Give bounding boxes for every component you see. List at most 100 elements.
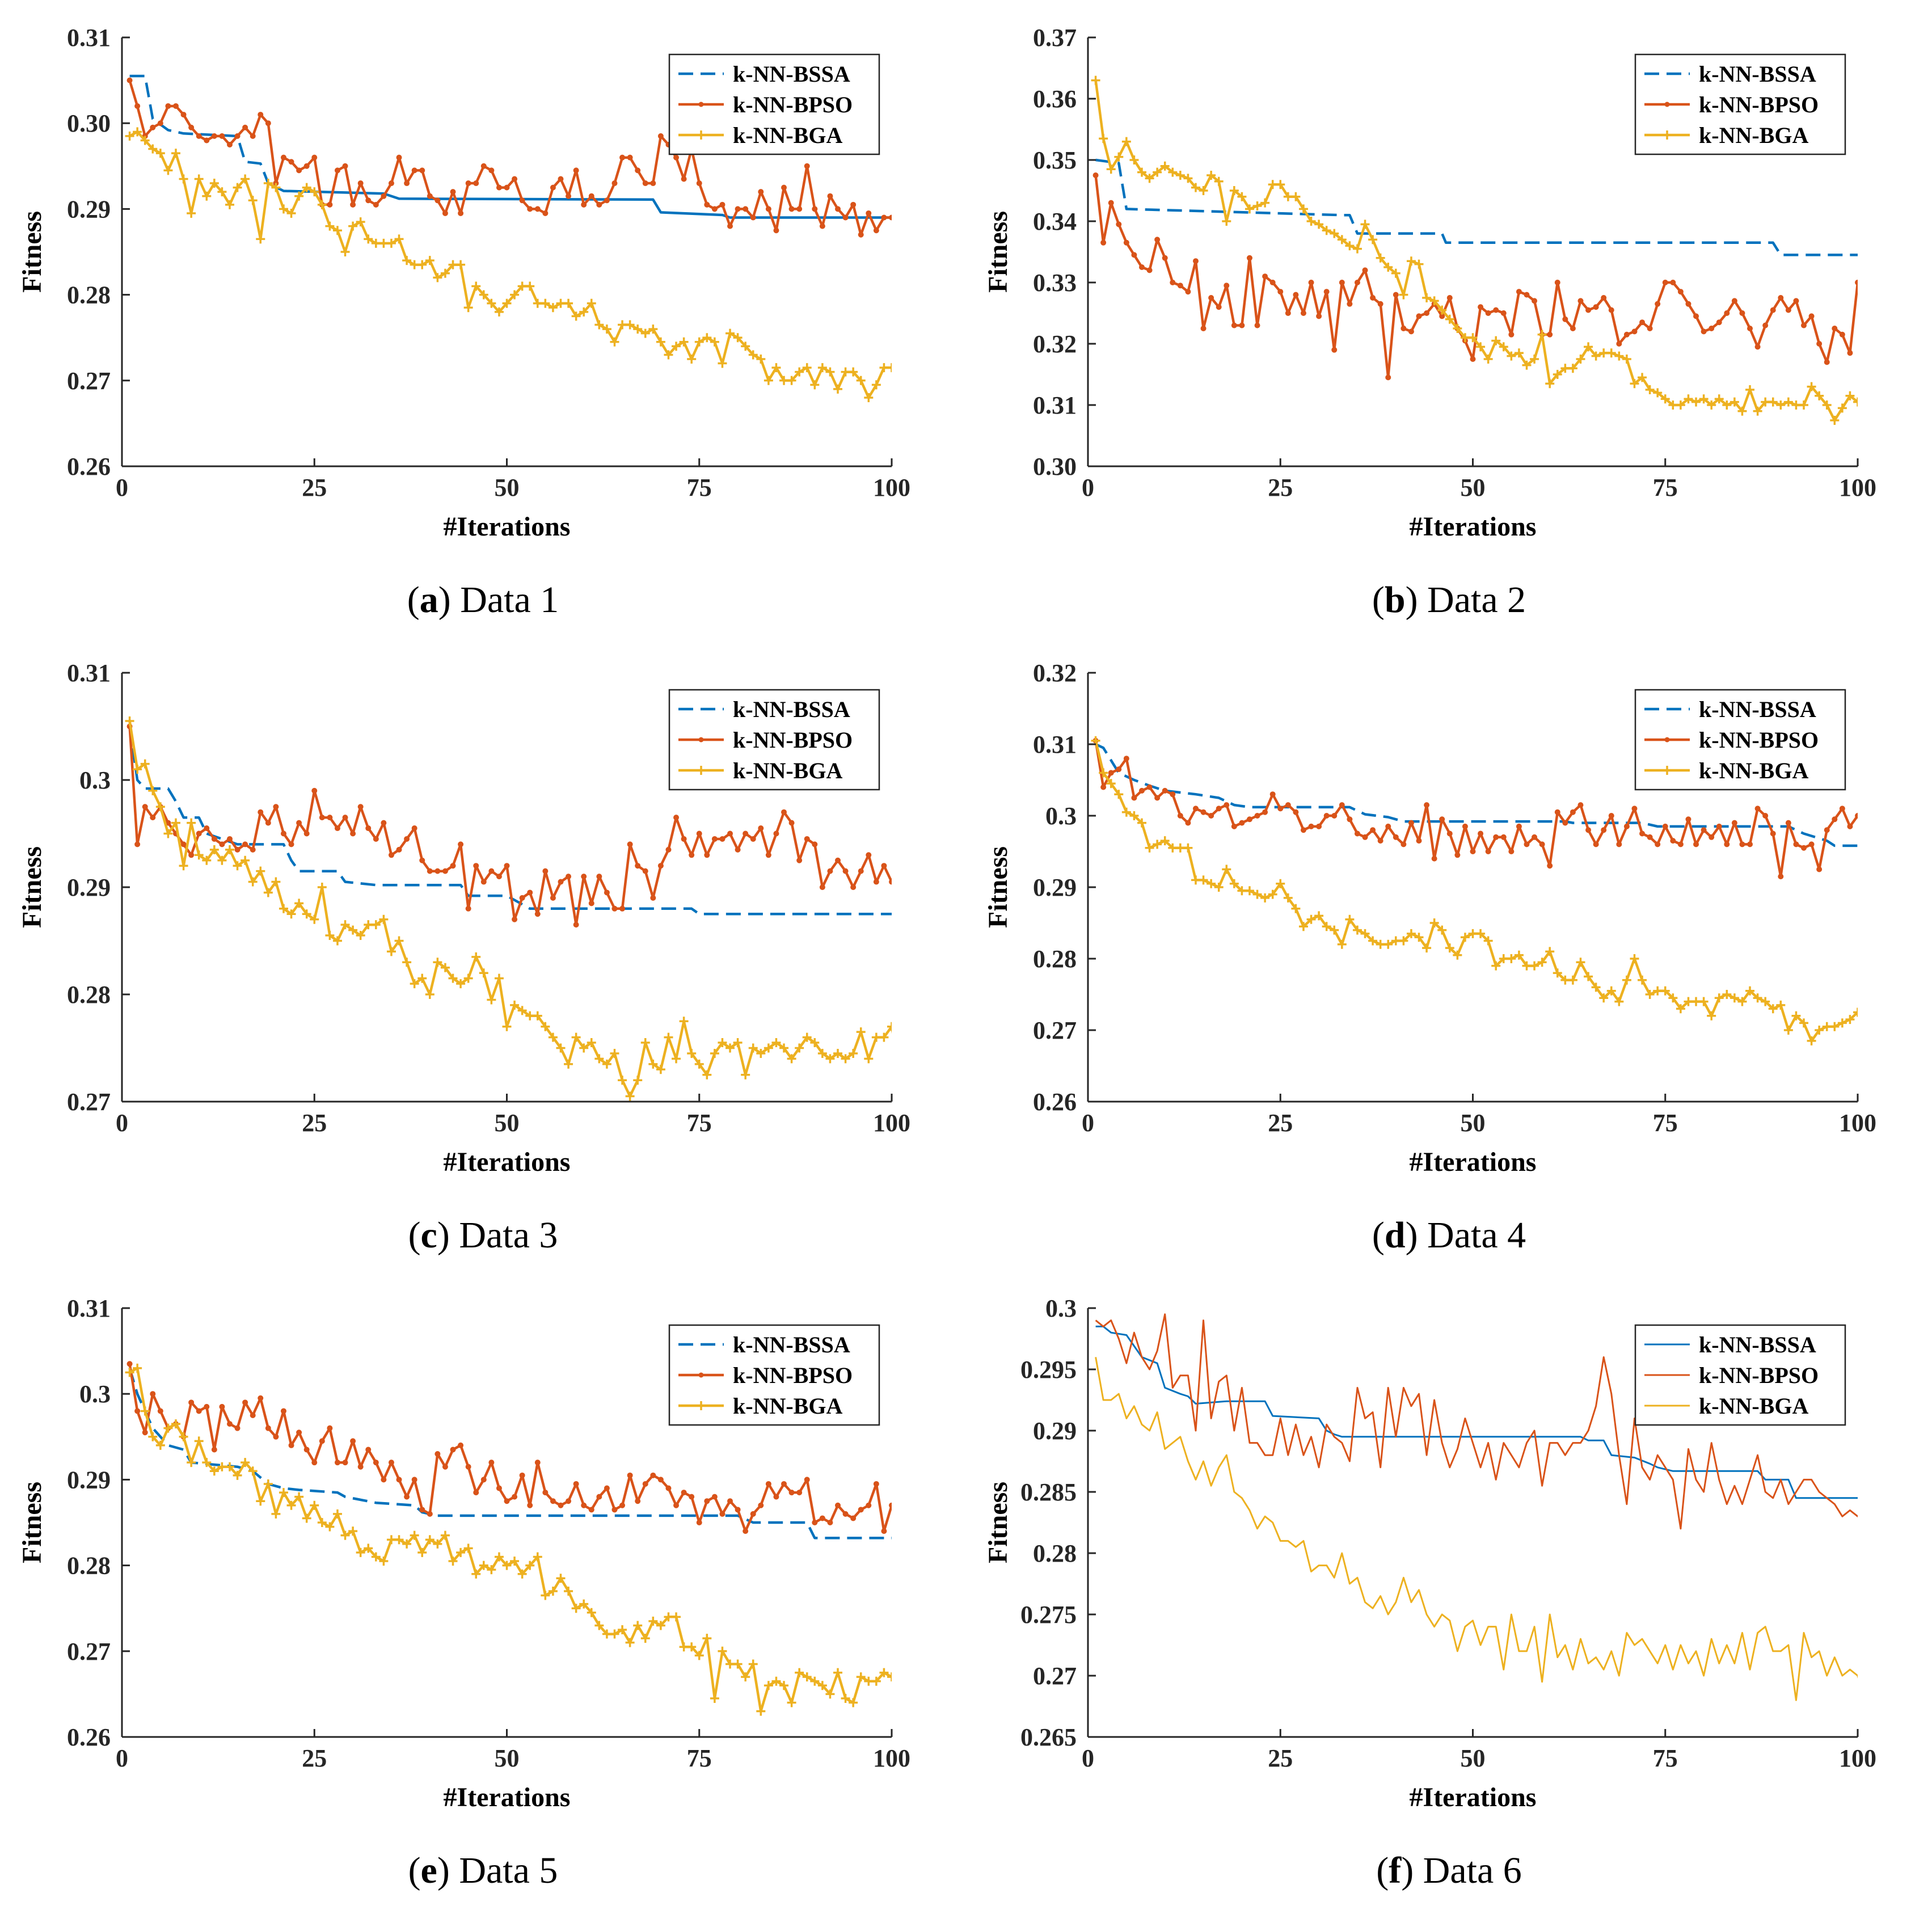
point-marker-bga: [825, 367, 835, 377]
point-marker-bga: [1684, 997, 1693, 1006]
y-tick-label: 0.3: [1045, 802, 1077, 830]
point-marker-bga: [1360, 929, 1370, 938]
point-marker-bpso: [1092, 172, 1099, 178]
point-marker-bga: [1614, 997, 1624, 1006]
point-marker-bga: [810, 380, 820, 390]
point-marker-bpso: [1239, 820, 1245, 826]
point-marker-bga: [787, 1698, 796, 1707]
point-marker-bga: [817, 1048, 827, 1058]
chart-panel-data-5: 0 25 50 75 100 0.26 0.27 0.28 0.29 0.3 0.31 #Iterat…: [0, 1271, 966, 1906]
point-marker-bga: [1653, 986, 1663, 996]
point-marker-bpso: [1577, 298, 1584, 304]
point-marker-bga: [1807, 1036, 1816, 1045]
legend-marker-bpso: [698, 1372, 704, 1378]
point-marker-bpso: [350, 830, 356, 837]
legend-label-bpso: k-NN-BPSO: [1699, 92, 1819, 117]
series-line-bpso: [1095, 1313, 1858, 1530]
point-marker-bga: [702, 1070, 712, 1079]
y-tick-label: 0.27: [67, 1638, 111, 1665]
point-marker-bpso: [1470, 849, 1476, 854]
point-marker-bga: [1399, 290, 1408, 300]
x-tick-label: 25: [302, 474, 327, 501]
point-marker-bpso: [1770, 307, 1776, 313]
legend-label-bga: k-NN-BGA: [733, 123, 842, 148]
point-marker-bpso: [1808, 841, 1815, 847]
x-axis-label: #Iterations: [1410, 1147, 1537, 1177]
point-marker-bga: [895, 380, 904, 389]
point-marker-bga: [1276, 879, 1285, 888]
point-marker-bga: [664, 1032, 673, 1042]
y-tick-label: 0.31: [1033, 391, 1077, 419]
point-marker-bpso: [611, 180, 618, 187]
point-marker-bpso: [396, 154, 402, 161]
point-marker-bga: [1330, 229, 1339, 238]
point-marker-bpso: [835, 206, 841, 212]
point-marker-bga: [625, 1638, 635, 1647]
point-marker-bpso: [1462, 823, 1468, 829]
point-marker-bpso: [573, 167, 579, 174]
point-marker-bpso: [773, 830, 779, 837]
point-marker-bpso: [604, 197, 610, 204]
series-line-bssa: [1095, 743, 1858, 847]
legend-marker-bga: [697, 130, 706, 140]
point-marker-bpso: [404, 1494, 410, 1500]
point-marker-bga: [763, 1043, 773, 1053]
point-marker-bpso: [850, 1515, 857, 1521]
point-marker-bga: [841, 1693, 850, 1703]
point-marker-bga: [1091, 75, 1100, 85]
point-marker-bpso: [1662, 823, 1668, 829]
point-marker-bga: [1537, 958, 1547, 967]
y-tick-label: 0.26: [67, 1723, 111, 1751]
point-marker-bpso: [1370, 295, 1376, 301]
point-marker-bpso: [1585, 827, 1592, 833]
point-marker-bga: [1460, 333, 1470, 343]
point-marker-bga: [825, 1054, 835, 1064]
point-marker-bga: [1360, 220, 1370, 229]
point-marker-bpso: [627, 1472, 633, 1478]
point-marker-bga: [187, 818, 196, 828]
series-line-bga: [1095, 1357, 1858, 1701]
point-marker-bpso: [1493, 834, 1499, 840]
point-marker-bpso: [204, 1403, 210, 1410]
point-marker-bga: [1530, 961, 1539, 971]
point-marker-bpso: [496, 1485, 502, 1491]
point-marker-bpso: [1108, 200, 1114, 206]
point-marker-bpso: [373, 1460, 379, 1466]
y-tick-label: 0.28: [1033, 945, 1077, 973]
x-tick-label: 0: [1082, 474, 1094, 501]
point-marker-bga: [795, 1043, 804, 1053]
point-marker-bga: [125, 131, 134, 141]
point-marker-bga: [1229, 879, 1239, 888]
point-marker-bpso: [234, 1425, 241, 1431]
point-marker-bga: [1298, 922, 1308, 931]
point-marker-bpso: [542, 1490, 549, 1496]
point-marker-bpso: [1408, 328, 1414, 335]
point-marker-bpso: [719, 836, 725, 842]
point-marker-bpso: [1385, 374, 1391, 381]
point-marker-bga: [1175, 843, 1185, 853]
point-marker-bga: [1507, 351, 1516, 361]
point-marker-bpso: [1416, 838, 1422, 844]
point-marker-bga: [256, 234, 265, 244]
point-marker-bga: [718, 1646, 727, 1656]
point-marker-bga: [748, 1043, 758, 1053]
point-marker-bga: [694, 1059, 704, 1069]
point-marker-bga: [1222, 217, 1231, 226]
point-marker-bpso: [1793, 841, 1799, 847]
point-marker-bga: [1291, 192, 1301, 201]
point-marker-bga: [633, 324, 643, 334]
point-marker-bpso: [1293, 809, 1299, 815]
point-marker-bga: [795, 1668, 804, 1677]
point-marker-bpso: [519, 1472, 525, 1478]
point-marker-bga: [1237, 192, 1247, 201]
point-marker-bpso: [150, 1391, 156, 1397]
point-marker-bpso: [819, 223, 825, 229]
point-marker-bga: [725, 1659, 735, 1669]
point-marker-bga: [364, 234, 373, 244]
point-marker-bga: [340, 1530, 350, 1540]
point-marker-bga: [571, 1604, 581, 1613]
point-marker-bpso: [1693, 313, 1699, 319]
point-marker-bga: [602, 324, 611, 334]
point-marker-bga: [1468, 333, 1478, 343]
point-marker-bga: [625, 320, 635, 330]
